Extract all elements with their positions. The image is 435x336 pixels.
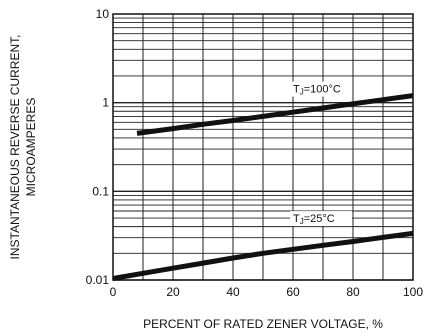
series-label-tj-100c: TJ=100°C (293, 84, 341, 97)
y-axis-label-line2: MICROAMPERES (24, 98, 38, 197)
x-tick-label: 100 (403, 285, 423, 299)
series-label-bg-tj-25c (290, 211, 352, 227)
y-tick-label: 0.1 (92, 184, 109, 198)
y-axis-label-line1: INSTANTANEOUS REVERSE CURRENT, (8, 35, 22, 260)
data-series (112, 93, 414, 281)
x-tick-label: 80 (346, 285, 360, 299)
plot-frame (112, 13, 414, 281)
x-tick-label: 0 (110, 285, 117, 299)
series-line-tj-25c (112, 230, 414, 281)
series-labels: TJ=100°C TJ=25°C (290, 81, 352, 227)
x-tick-label: 40 (226, 285, 240, 299)
series-line-tj-100c (136, 93, 414, 136)
series-label-bg-tj-100c (290, 81, 352, 97)
y-tick-label: 0.01 (86, 273, 110, 287)
y-tick-label: 1 (102, 96, 109, 110)
series-label-tj-25c: TJ=25°C (293, 213, 335, 226)
y-tick-label: 10 (96, 7, 110, 21)
x-axis-label: PERCENT OF RATED ZENER VOLTAGE, % (143, 317, 383, 331)
x-tick-label: 60 (286, 285, 300, 299)
x-tick-label: 20 (166, 285, 180, 299)
tick-labels: 0 20 40 60 80 100 0.01 0.1 1 10 (86, 7, 424, 299)
